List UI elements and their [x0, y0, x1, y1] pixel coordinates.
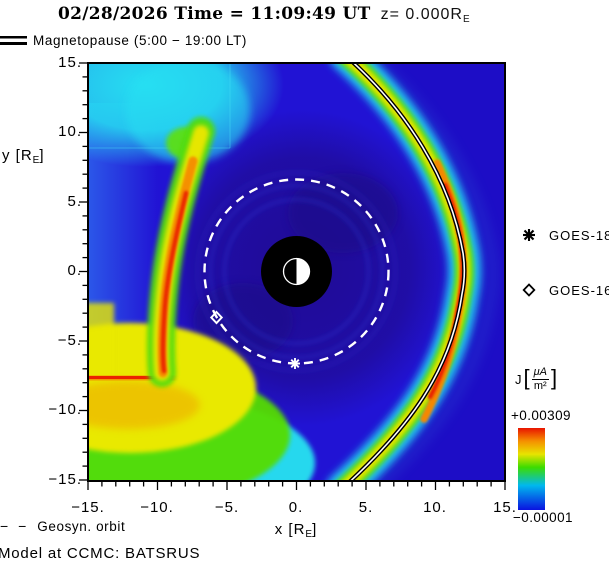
geosync-orbit-label: Geosyn. orbit [37, 518, 126, 534]
x-tick-label: −5. [214, 499, 240, 516]
colorbar-min-value: −0.00001 [513, 510, 573, 525]
y-tick-label: 15. [58, 54, 82, 71]
diamond-icon [522, 283, 536, 297]
x-tick-label: 0. [288, 499, 304, 516]
unit-denominator: m² [533, 379, 547, 392]
x-tick-label: −10. [140, 499, 174, 516]
legend-goes-16: GOES-16 [522, 282, 609, 298]
dashed-line-icon: − − [0, 518, 30, 534]
colorbar-unit-label: J [ μA m² ] [515, 365, 558, 392]
colorbar-max-value: +0.00309 [511, 408, 571, 423]
y-tick-label: −10. [48, 401, 82, 418]
axis-ticks [79, 62, 506, 490]
model-credit-label: Model at CCMC: BATSRUS [0, 545, 201, 562]
magnetopause-line [347, 63, 467, 481]
title-z-plane: z= 0.000RE [381, 6, 470, 25]
colorbar-quantity: J [515, 371, 522, 387]
colorbar-unit-fraction: μA m² [531, 365, 549, 392]
x-tick-label: 5. [358, 499, 374, 516]
x-tick-label: 10. [423, 499, 447, 516]
magnetopause-legend-label: Magnetopause (5:00 − 19:00 LT) [33, 33, 248, 48]
plot-title: 02/28/2026 Time = 11:09:49 UT z= 0.000RE [58, 4, 470, 25]
x-axis-label: x [RE] [246, 521, 346, 540]
magnetopause-legend: Magnetopause (5:00 − 19:00 LT) [0, 33, 247, 48]
colorbar-gradient [518, 428, 545, 510]
title-datetime: 02/28/2026 Time = 11:09:49 UT [58, 4, 371, 24]
x-axis-label-text: x [R [274, 521, 306, 538]
field-plot-canvas [79, 62, 506, 490]
x-tick-label: −15. [71, 499, 105, 516]
title-z-subscript: E [462, 14, 470, 25]
y-tick-label: 5. [67, 193, 82, 210]
colorbar-bracket-close: ] [551, 365, 558, 390]
title-z-text: z= 0.000R [380, 6, 463, 23]
goes-18-marker [290, 358, 300, 369]
y-tick-label: 0. [67, 262, 82, 279]
y-axis-label-bracket: ] [39, 147, 45, 164]
plot-frame [87, 62, 506, 482]
unit-numerator: μA [531, 365, 549, 380]
earth-dayside-half [296, 258, 310, 285]
goes-18-label: GOES-18 [549, 227, 609, 243]
y-tick-label: −5. [57, 332, 82, 349]
y-axis-label-subscript: E [32, 155, 40, 166]
legend-goes-18: GOES-18 [522, 227, 609, 243]
double-line-icon [0, 36, 27, 45]
geosync-orbit-legend: − − Geosyn. orbit [0, 518, 125, 534]
colorbar-bracket-open: [ [523, 365, 530, 390]
x-tick-label: 15. [493, 499, 517, 516]
y-tick-label: −15. [48, 471, 82, 488]
goes-16-label: GOES-16 [549, 282, 609, 298]
y-tick-label: 10. [58, 123, 82, 140]
goes-16-marker [209, 310, 224, 325]
y-axis-label: y [RE] [2, 147, 45, 166]
current-density-field [88, 63, 505, 481]
x-axis-label-bracket: ] [312, 521, 318, 538]
x-axis-label-subscript: E [305, 529, 313, 540]
asterisk-icon [523, 229, 535, 241]
y-axis-label-text: y [R [2, 147, 33, 164]
